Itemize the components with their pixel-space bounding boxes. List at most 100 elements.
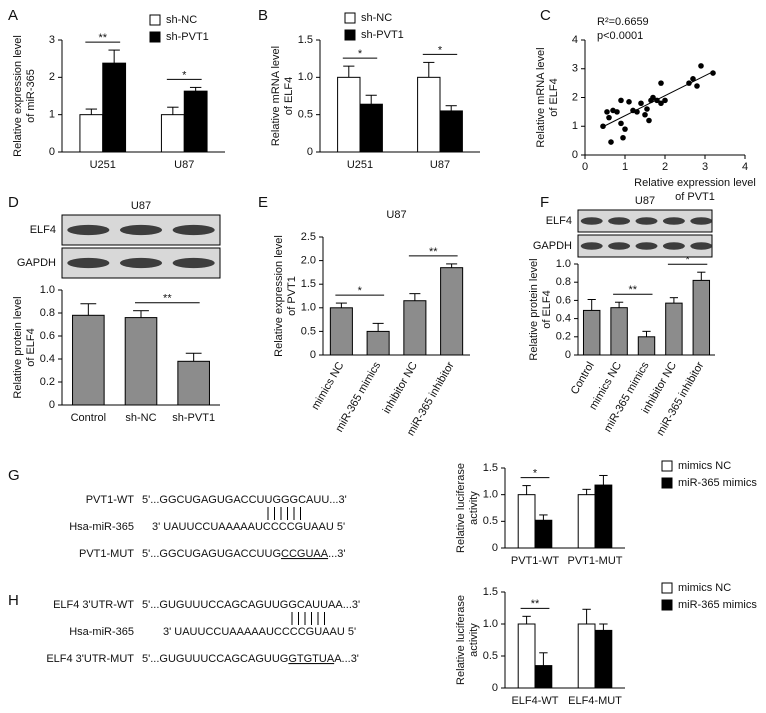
bar bbox=[72, 314, 105, 406]
x-tick-label: sh-PVT1 bbox=[172, 412, 215, 424]
panel-letter: E bbox=[258, 194, 268, 211]
blot-band bbox=[635, 242, 658, 250]
x-tick-label: 3 bbox=[702, 161, 708, 173]
significance-label: * bbox=[358, 48, 363, 60]
bar bbox=[610, 307, 628, 356]
blot-band bbox=[662, 217, 685, 225]
panel-letter: G bbox=[8, 467, 20, 484]
point bbox=[690, 76, 696, 82]
legend-label: miR-365 mimics bbox=[678, 599, 757, 611]
y-tick-label: 0 bbox=[492, 682, 498, 694]
bar bbox=[124, 317, 158, 406]
y-tick-label: 0 bbox=[492, 542, 498, 554]
sequence-part: GTGTUA bbox=[288, 653, 334, 665]
legend-swatch bbox=[661, 477, 673, 489]
bar bbox=[665, 302, 683, 356]
blot-band bbox=[580, 217, 603, 225]
bar bbox=[517, 623, 536, 689]
point bbox=[626, 99, 632, 105]
significance-label: * bbox=[533, 468, 538, 480]
y-axis-label: of miR-365 bbox=[25, 69, 37, 123]
significance-label: ** bbox=[531, 598, 540, 610]
sequence-part: A...3' bbox=[334, 653, 359, 665]
panel-letter: A bbox=[8, 7, 18, 24]
chart-title: U87 bbox=[386, 209, 406, 221]
point bbox=[658, 80, 664, 86]
significance-label: * bbox=[358, 285, 363, 297]
y-tick-label: 3 bbox=[49, 34, 55, 46]
x-tick-label: 2 bbox=[662, 161, 668, 173]
sequence-part: 5'...GGCUGAGUGACCUUGGGCAUU...3' bbox=[142, 494, 347, 506]
bar bbox=[366, 330, 390, 356]
point bbox=[646, 117, 652, 124]
point bbox=[618, 120, 624, 127]
sequence-part: ...3' bbox=[328, 548, 345, 560]
legend-label: sh-PVT1 bbox=[361, 29, 404, 41]
y-axis-label: Relative mRNA level bbox=[270, 46, 282, 146]
bar bbox=[534, 665, 553, 689]
x-tick-label: U87 bbox=[174, 159, 194, 171]
sequence: 3' UAUUCCUAAAAAUCCCCGUAAU 5' bbox=[163, 626, 356, 638]
bar bbox=[417, 76, 441, 153]
y-tick-label: 2.5 bbox=[301, 231, 316, 243]
legend-label: mimics NC bbox=[678, 460, 731, 472]
sequence-label: PVT1-WT bbox=[86, 494, 135, 506]
point bbox=[622, 126, 628, 132]
y-tick-label: 2 bbox=[572, 91, 578, 103]
panel-letter: B bbox=[258, 7, 268, 24]
y-axis-label: Relative luciferase bbox=[455, 463, 467, 553]
sequence: 3' UAUUCCUAAAAAUCCCCGUAAU 5' bbox=[152, 521, 345, 533]
legend-label: sh-PVT1 bbox=[166, 31, 209, 43]
y-tick-label: 0.4 bbox=[556, 313, 571, 325]
y-axis-label: of PVT1 bbox=[286, 276, 298, 316]
y-tick-label: 1.5 bbox=[483, 586, 498, 598]
y-tick-label: 0.8 bbox=[556, 276, 571, 288]
y-axis-label: Relative expression level bbox=[273, 235, 285, 357]
legend-swatch bbox=[149, 14, 161, 26]
blot-band bbox=[67, 257, 110, 269]
y-axis-label: activity bbox=[468, 491, 480, 525]
bar bbox=[594, 629, 613, 689]
significance-label: ** bbox=[98, 32, 107, 44]
y-tick-label: 0.6 bbox=[556, 294, 571, 306]
blot-band bbox=[608, 217, 631, 225]
sequence: 5'...GGCUGAGUGACCUUGCCGUAA...3' bbox=[142, 548, 345, 560]
y-tick-label: 1.0 bbox=[556, 258, 571, 270]
significance-label: ** bbox=[429, 246, 438, 258]
x-tick-label: sh-NC bbox=[125, 412, 156, 424]
point bbox=[606, 114, 612, 121]
legend-swatch bbox=[344, 29, 356, 41]
blot-band bbox=[662, 242, 685, 250]
y-axis-label: Relative mRNA level bbox=[535, 47, 547, 147]
x-tick-label: U251 bbox=[347, 159, 373, 171]
panel-letter: H bbox=[8, 592, 19, 609]
blot-band bbox=[67, 224, 110, 236]
y-tick-label: 3 bbox=[572, 63, 578, 75]
y-tick-label: 0 bbox=[307, 146, 313, 158]
y-tick-label: 1.0 bbox=[483, 489, 498, 501]
significance-label: ** bbox=[163, 293, 172, 305]
bar bbox=[440, 267, 464, 356]
point bbox=[658, 100, 664, 107]
y-tick-label: 2.0 bbox=[301, 255, 316, 267]
point bbox=[698, 63, 704, 69]
point bbox=[644, 106, 650, 112]
y-tick-label: 0 bbox=[49, 399, 55, 411]
blot-band bbox=[690, 217, 713, 225]
x-tick-label: inhibitor NC bbox=[381, 360, 420, 416]
sequence-part: 5'...GUGUUUCCAGCAGUUG bbox=[142, 653, 288, 665]
sequence: 5'...GGCUGAGUGACCUUGGGCAUU...3' bbox=[142, 494, 347, 506]
panel-letter: D bbox=[8, 194, 19, 211]
x-tick-label: Control bbox=[569, 360, 597, 397]
sequence-part: 5'...GGCUGAGUGACCUUG bbox=[142, 548, 281, 560]
y-axis-label: of ELF4 bbox=[541, 290, 553, 329]
y-tick-label: 4 bbox=[572, 34, 578, 46]
sequence-part: 3' UAUUCCUAAAAAUCCCCGUAAU 5' bbox=[163, 626, 356, 638]
y-tick-label: 0.5 bbox=[298, 109, 313, 121]
legend-swatch bbox=[661, 582, 673, 594]
y-axis-label: Relative protein level bbox=[12, 296, 24, 398]
y-tick-label: 0.8 bbox=[40, 307, 55, 319]
legend-label: miR-365 mimics bbox=[678, 477, 757, 489]
bar bbox=[577, 494, 596, 549]
panel-letter: F bbox=[540, 194, 549, 211]
